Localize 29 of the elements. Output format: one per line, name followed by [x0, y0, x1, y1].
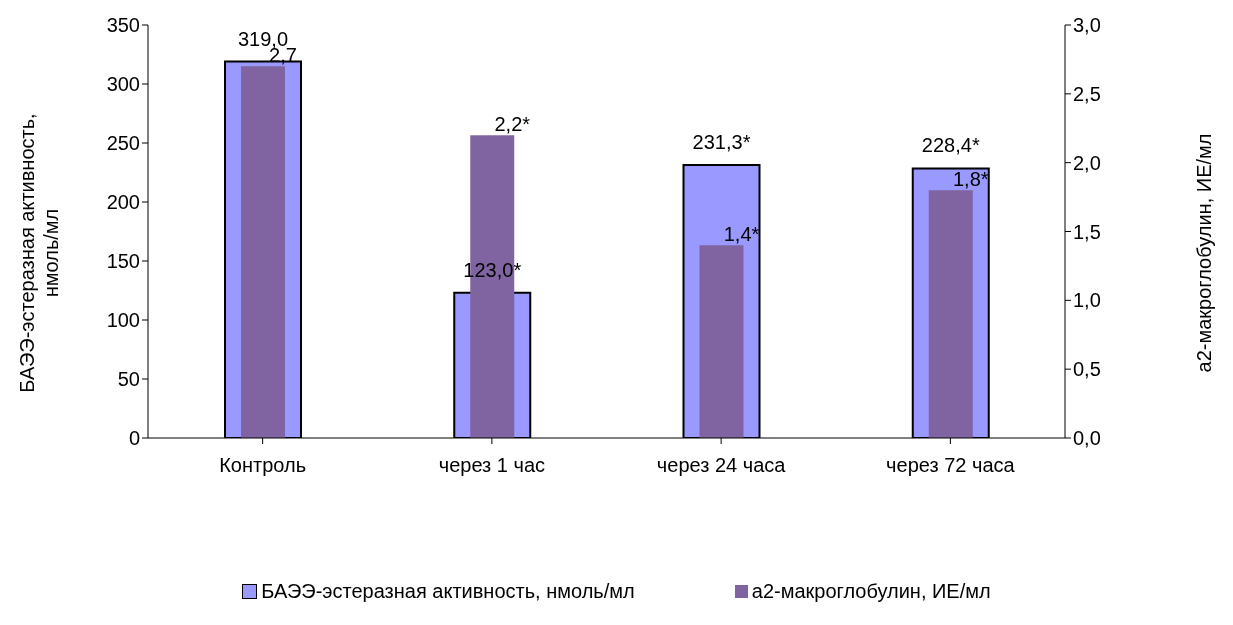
x-tick-label: Контроль	[219, 454, 307, 477]
legend-label: а2-макроглобулин, ИЕ/мл	[751, 580, 991, 603]
x-tick-label: через 24 часа	[656, 454, 787, 477]
y-tick-label: 350	[106, 14, 140, 37]
legend-label: БАЭЭ-эстеразная активность, нмоль/мл	[261, 580, 635, 603]
data-label: 228,4*	[921, 134, 980, 157]
y2-axis-title: а2-макроглобулин, ИЕ/мл	[1193, 133, 1215, 373]
y-tick-label: 100	[106, 309, 140, 332]
y-tick-label: 200	[106, 191, 140, 214]
y-tick-label: 300	[106, 73, 140, 96]
y2-tick-label: 1,0	[1073, 289, 1101, 312]
y-tick-label: 150	[106, 250, 140, 273]
data-label: 1,8*	[952, 168, 989, 191]
y2-tick-label: 1,5	[1073, 220, 1101, 243]
data-label: 1,4*	[723, 223, 760, 246]
bar	[699, 245, 744, 438]
y2-tick-label: 0,0	[1073, 427, 1101, 450]
x-tick-label: через 1 час	[438, 454, 546, 477]
y2-tick-label: 2,5	[1073, 82, 1101, 105]
y2-tick-label: 3,0	[1073, 14, 1101, 37]
y2-tick-label: 0,5	[1073, 358, 1101, 381]
y2-tick-label: 2,0	[1073, 151, 1101, 174]
y-tick-label: 250	[106, 132, 140, 155]
x-tick-label: через 72 часа	[886, 454, 1016, 477]
y-tick-label: 50	[117, 368, 140, 391]
y-tick-label: 0	[128, 427, 140, 450]
y-axis-title: БАЭЭ-эстеразная активность, нмоль/мл	[16, 113, 62, 393]
data-label: 2,2*	[494, 113, 531, 136]
data-label: 231,3*	[692, 131, 751, 154]
